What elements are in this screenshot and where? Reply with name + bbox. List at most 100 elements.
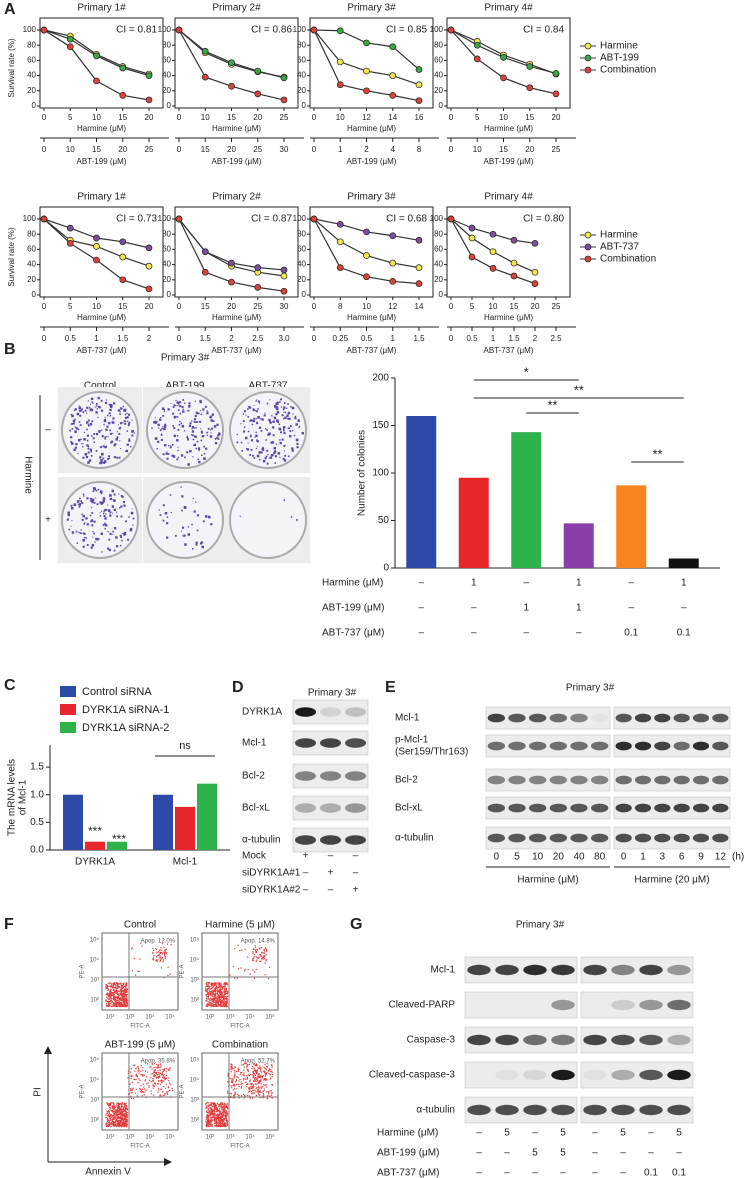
blot-band — [590, 713, 609, 723]
plot-frame — [446, 17, 571, 109]
blot-band — [667, 964, 691, 976]
x-tick-label: 5 — [475, 113, 480, 122]
y-tick-label: 10⁵ — [90, 1057, 100, 1064]
panel-title: Primary 3# — [566, 683, 615, 694]
y-tick-label: 10⁴ — [90, 957, 100, 964]
y-tick-label: 0 — [32, 101, 37, 110]
y-axis-title: PI — [33, 1087, 44, 1096]
y-tick-label: 1.0 — [30, 789, 44, 800]
panel-title: Primary 3# — [516, 920, 565, 931]
significance-label: ** — [547, 397, 557, 412]
blot-band — [615, 741, 632, 751]
data-point — [66, 224, 74, 232]
y-tick-label: 40 — [27, 71, 36, 80]
x-tick-label: 5 — [68, 302, 73, 311]
blot-strip — [485, 734, 611, 758]
x-tick-label: 15 — [118, 302, 127, 311]
panel-letter: F — [4, 916, 14, 933]
plot-frame — [101, 932, 179, 1011]
series-line — [43, 29, 150, 101]
ci-annotation: CI = 0.73 — [116, 214, 157, 225]
condition-cell: – — [476, 1148, 482, 1159]
x-tick-label: 10⁴ — [145, 1134, 155, 1141]
data-point — [40, 26, 48, 34]
y-tick-label: 20 — [27, 86, 36, 95]
x2-axis-label: ABT-737 (μM) — [484, 346, 534, 355]
x-tick-label: 10² — [206, 1015, 215, 1021]
blot-band — [295, 803, 316, 813]
data-point — [40, 215, 48, 223]
arrow-head — [164, 1158, 172, 1166]
blot-band — [692, 713, 710, 723]
data-point — [489, 230, 497, 238]
condition-cell: + — [303, 851, 309, 862]
x-tick-label: 14 — [415, 302, 424, 311]
chart-title: Primary 4# — [484, 3, 533, 14]
x2-tick-label: 1.5 — [200, 334, 212, 343]
blot-band — [570, 775, 588, 785]
x2-tick-label: 1.5 — [413, 334, 425, 343]
panel-letter: G — [350, 916, 362, 933]
data-point — [201, 248, 209, 256]
y-axis-label: PE-A — [80, 964, 86, 978]
flow-events — [105, 1063, 174, 1128]
x2-tick-label: 20 — [118, 145, 127, 154]
y-tick-label: 0 — [167, 290, 172, 299]
condition-cell: – — [303, 885, 309, 896]
y-tick-label: 0 — [439, 290, 444, 299]
x2-tick-label: 25 — [253, 145, 262, 154]
colonies — [236, 398, 304, 465]
data-point — [175, 215, 183, 223]
data-point — [119, 238, 127, 246]
blot-band — [692, 775, 710, 785]
legend-marker — [584, 42, 592, 50]
x-axis-label: Harmine (μM) — [212, 313, 261, 322]
dish — [229, 481, 307, 559]
blot-band — [639, 1104, 663, 1116]
x-tick-label: Mcl-1 — [173, 857, 198, 868]
bar — [406, 416, 437, 568]
x2-tick-label: 0 — [449, 145, 454, 154]
blot-band — [528, 741, 547, 751]
x-axis-label: Harmine (μM) — [77, 124, 126, 133]
blot-band — [320, 803, 341, 813]
condition-label: siDYRK1A#2 — [242, 885, 301, 896]
blot-band — [295, 738, 316, 748]
y-tick-label: 80 — [434, 229, 443, 238]
blot-band — [467, 1104, 491, 1116]
data-point — [201, 47, 209, 55]
blot-band — [673, 775, 690, 785]
x-tick-label: 20 — [145, 302, 154, 311]
blot-band — [654, 741, 671, 751]
y-tick-label: 50 — [378, 515, 390, 526]
condition-cell: – — [592, 1168, 598, 1178]
x2-tick-label: 10 — [66, 145, 75, 154]
blot-band — [611, 999, 635, 1011]
data-point — [336, 27, 344, 35]
bar — [458, 477, 489, 568]
blot-band — [528, 775, 547, 785]
data-point — [531, 280, 539, 287]
x2-tick-label: 15 — [201, 145, 210, 154]
data-point — [93, 243, 100, 250]
data-point — [415, 264, 423, 271]
plot-frame — [309, 206, 434, 298]
x-tick-label: 20 — [227, 302, 236, 311]
blot-band — [654, 803, 671, 813]
y-tick-label: 10³ — [190, 1098, 199, 1104]
legend-marker — [584, 243, 592, 251]
condition-cell: 5 — [532, 1148, 538, 1159]
blot-band — [549, 833, 568, 843]
y-tick-label: 1.5 — [30, 762, 44, 773]
y-tick-label: 40 — [297, 260, 306, 269]
x-tick-label: 10² — [206, 1135, 215, 1141]
data-point — [473, 41, 481, 49]
blot-band — [345, 803, 366, 813]
condition-cell: 0.1 — [677, 628, 691, 639]
x2-tick-label: 25 — [552, 145, 561, 154]
blot-band — [667, 999, 691, 1011]
x2-axis-label: ABT-199 (μM) — [77, 157, 127, 166]
blot-band — [495, 1034, 519, 1046]
blot-band — [570, 833, 588, 843]
y-tick-label: 0.5 — [30, 817, 44, 828]
